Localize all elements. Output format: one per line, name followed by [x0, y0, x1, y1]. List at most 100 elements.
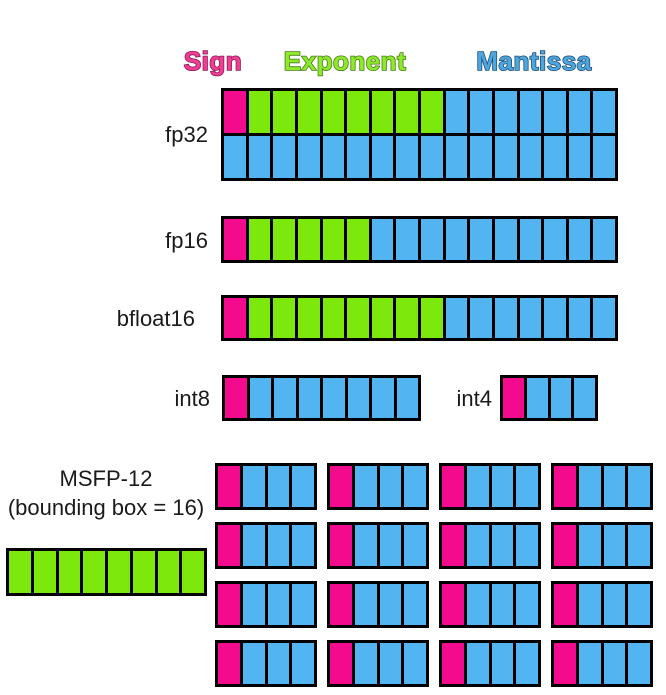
mantissa-bit-cell [249, 378, 271, 418]
msfp-element-bit-row [330, 525, 426, 566]
mantissa-bit-cell [526, 378, 548, 418]
mantissa-bit-cell [396, 136, 418, 178]
mantissa-bit-cell [516, 643, 538, 684]
mantissa-bit-cell [396, 378, 418, 418]
mantissa-bit-cell [404, 643, 426, 684]
sign-bit-cell [218, 525, 240, 566]
exponent-bit-cell [273, 219, 295, 260]
mantissa-bit-cell [267, 525, 290, 566]
msfp-element-bit-row [218, 466, 314, 507]
mantissa-bit-cell [404, 466, 426, 507]
msfp-element-bit-row [554, 525, 650, 566]
fp32-bit-row-1 [224, 91, 615, 133]
sign-bit-cell [224, 91, 246, 133]
exponent-bit-cell [347, 298, 369, 338]
mantissa-bit-cell [519, 136, 542, 178]
mantissa-bit-cell [242, 466, 265, 507]
sign-bit-cell [554, 643, 576, 684]
sign-bit-cell [330, 643, 352, 684]
mantissa-bit-cell [578, 466, 601, 507]
msfp-element-block [215, 640, 317, 687]
exponent-bit-cell [273, 91, 295, 133]
mantissa-bit-cell [347, 136, 369, 178]
msfp-element-bit-row [330, 584, 426, 625]
mantissa-bit-cell [628, 584, 650, 625]
mantissa-bit-cell [242, 525, 265, 566]
fp16-label: fp16 [165, 228, 208, 253]
msfp-element-bit-row [218, 525, 314, 566]
mantissa-bit-cell [593, 136, 615, 178]
msfp-element-bit-row [218, 643, 314, 684]
mantissa-bit-cell [628, 525, 650, 566]
msfp-shared-exponent-row [9, 551, 204, 593]
mantissa-bit-cell [593, 298, 615, 338]
mantissa-bit-cell [445, 298, 468, 338]
fp32-label: fp32 [165, 122, 208, 147]
mantissa-bit-cell [267, 466, 290, 507]
exponent-bit-cell [248, 219, 271, 260]
mantissa-bit-cell [292, 584, 314, 625]
legend-exponent-label: Exponent [283, 45, 407, 77]
mantissa-bit-cell [519, 219, 542, 260]
exponent-bit-cell [83, 551, 105, 593]
exponent-bit-cell [248, 91, 271, 133]
mantissa-bit-cell [445, 136, 468, 178]
mantissa-bit-cell [470, 91, 492, 133]
sign-bit-cell [218, 584, 240, 625]
legend-sign-label: Sign [183, 45, 243, 77]
msfp-element-bit-row [330, 466, 426, 507]
msfp-element-bit-row [442, 525, 538, 566]
exponent-bit-cell [322, 298, 345, 338]
sign-bit-cell [442, 525, 464, 566]
exponent-bit-cell [248, 298, 271, 338]
msfp-element-block [327, 522, 429, 569]
msfp-element-block [327, 581, 429, 628]
mantissa-bit-cell [519, 298, 542, 338]
fp16-bit-row [224, 219, 615, 260]
bfloat16-bit-row [224, 298, 615, 338]
exponent-bit-cell [396, 298, 418, 338]
mantissa-bit-cell [292, 466, 314, 507]
mantissa-bit-cell [568, 136, 591, 178]
mantissa-bit-cell [470, 298, 492, 338]
mantissa-bit-cell [396, 219, 418, 260]
exponent-bit-cell [108, 551, 130, 593]
msfp-label-line2: (bounding box = 16) [7, 495, 205, 520]
sign-bit-cell [225, 378, 247, 418]
sign-bit-cell [442, 466, 464, 507]
msfp-element-block [439, 463, 541, 510]
mantissa-bit-cell [421, 219, 443, 260]
mantissa-bit-cell [292, 525, 314, 566]
mantissa-bit-cell [354, 584, 377, 625]
sign-bit-cell [503, 378, 524, 418]
msfp-element-bit-row [442, 584, 538, 625]
msfp-element-block [551, 522, 653, 569]
mantissa-bit-cell [242, 584, 265, 625]
legend-mantissa-label: Mantissa [476, 45, 592, 77]
sign-bit-cell [554, 466, 576, 507]
exponent-bit-cell [347, 91, 369, 133]
mantissa-bit-cell [544, 91, 566, 133]
mantissa-bit-cell [491, 466, 514, 507]
msfp-element-bit-row [554, 584, 650, 625]
mantissa-bit-cell [298, 378, 320, 418]
mantissa-bit-cell [516, 525, 538, 566]
mantissa-bit-cell [267, 643, 290, 684]
exponent-bit-cell [273, 298, 295, 338]
mantissa-bit-cell [445, 91, 468, 133]
sign-bit-cell [224, 298, 246, 338]
sign-bit-cell [330, 466, 352, 507]
mantissa-bit-cell [466, 643, 489, 684]
mantissa-bit-cell [274, 378, 296, 418]
exponent-bit-cell [297, 219, 320, 260]
mantissa-bit-cell [593, 91, 615, 133]
msfp-element-grid [215, 463, 653, 687]
exponent-bit-cell [396, 91, 418, 133]
mantissa-bit-cell [516, 466, 538, 507]
mantissa-bit-cell [568, 298, 591, 338]
mantissa-bit-cell [354, 525, 377, 566]
msfp-element-block [439, 640, 541, 687]
mantissa-bit-cell [379, 466, 402, 507]
msfp-element-block [327, 463, 429, 510]
sign-bit-cell [330, 525, 352, 566]
